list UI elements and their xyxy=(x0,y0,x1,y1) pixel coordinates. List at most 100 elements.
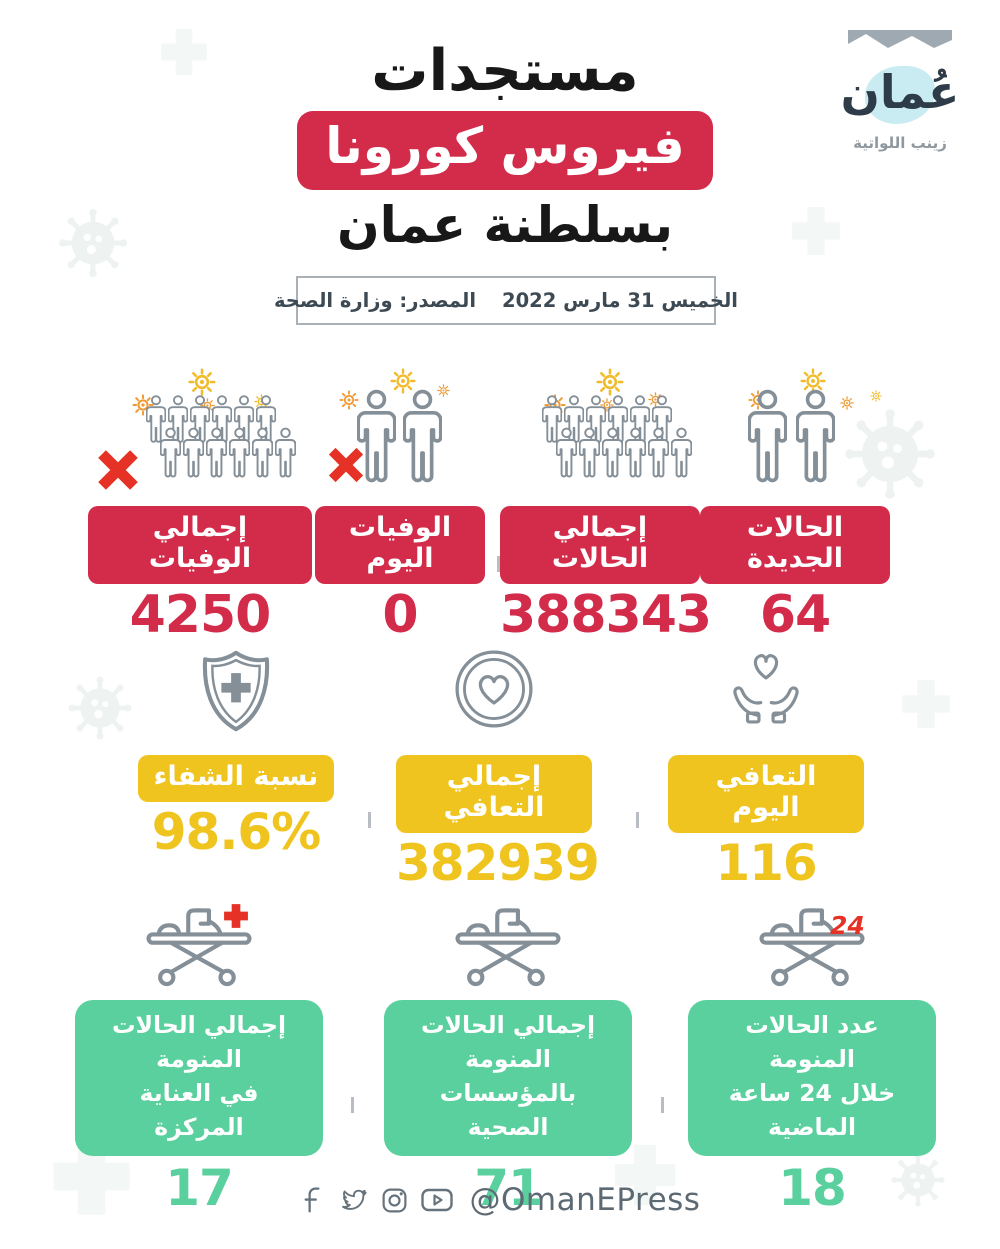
stat-label-line1: إجمالي الحالات المنومة xyxy=(111,1011,287,1074)
24h-badge: 24 xyxy=(830,911,865,940)
mountain-icon xyxy=(848,30,952,48)
date-text: الخميس 31 مارس 2022 xyxy=(502,289,738,312)
people-pair-row xyxy=(748,388,835,484)
person-icon xyxy=(579,426,600,479)
stat-label: التعافي اليوم xyxy=(668,755,864,834)
person-icon xyxy=(229,426,250,479)
stat-hospitalized-cases: إجمالي الحالات المنومة بالمؤسسات الصحية 7… xyxy=(384,895,632,1215)
person-icon xyxy=(160,426,181,479)
stat-label: عدد الحالات المنومة خلال 24 ساعة الماضية xyxy=(688,1000,936,1157)
stat-label: إجمالي التعافي xyxy=(396,755,592,834)
plus-deco-icon xyxy=(159,27,209,77)
divider xyxy=(368,812,371,828)
stat-label-line1: إجمالي الحالات المنومة xyxy=(420,1011,596,1074)
person-icon xyxy=(183,426,204,479)
newspaper-logo: عُمان زينب اللواتية xyxy=(833,30,967,152)
facebook-icon[interactable] xyxy=(300,1186,328,1214)
stat-value: 98.6% xyxy=(151,803,321,862)
person-icon xyxy=(796,388,835,484)
title-line-2-highlight: فيروس كورونا xyxy=(297,110,713,190)
person-icon xyxy=(275,426,296,479)
recovery-rate-icon-zone xyxy=(131,648,341,755)
stat-total-deaths: إجمالي الوفيات 4250 xyxy=(88,368,312,643)
stat-value: 116 xyxy=(715,834,817,893)
stat-label: الوفيات اليوم xyxy=(315,506,485,585)
person-icon xyxy=(648,426,669,479)
date-source-bar: الخميس 31 مارس 2022 المصدر: وزارة الصحة xyxy=(274,276,738,325)
divider xyxy=(636,812,639,828)
person-icon xyxy=(252,426,273,479)
divider xyxy=(661,1097,664,1113)
social-handle[interactable]: @OmanEPress xyxy=(469,1182,701,1218)
person-icon xyxy=(602,426,623,479)
person-icon xyxy=(748,388,787,484)
stat-hospitalized-24h: 24 عدد الحالات المنومة خلال 24 ساعة الماض… xyxy=(688,895,936,1215)
person-icon xyxy=(403,388,442,484)
stat-label: الحالات الجديدة xyxy=(700,506,890,585)
stat-value: 71 xyxy=(474,1159,543,1218)
hands-heart-icon xyxy=(722,648,810,729)
person-icon xyxy=(556,426,577,479)
source-text: المصدر: وزارة الصحة xyxy=(273,289,477,312)
recovered-today-icon-zone xyxy=(668,648,864,755)
stat-value: 0 xyxy=(382,585,418,646)
death-x-icon xyxy=(96,448,140,492)
stat-value: 382939 xyxy=(396,834,600,893)
logo-brand: عُمان xyxy=(833,52,967,132)
virus-spark-icon xyxy=(188,368,216,396)
plus-deco-icon xyxy=(790,205,842,257)
stat-icu-cases: إجمالي الحالات المنومة في العناية المركزة… xyxy=(75,895,323,1215)
stat-label-line2: خلال 24 ساعة الماضية xyxy=(728,1079,896,1142)
stat-label-line2: في العناية المركزة xyxy=(139,1079,259,1142)
death-x-icon xyxy=(327,446,365,484)
stat-recovered-today: التعافي اليوم 116 xyxy=(668,648,864,890)
stat-value: 388343 xyxy=(500,585,712,646)
total-cases-icon-zone xyxy=(500,368,700,506)
stat-label: إجمالي الحالات المنومة في العناية المركزة xyxy=(75,1000,323,1157)
stat-label: إجمالي الوفيات xyxy=(88,506,312,585)
hospitalized-icon-zone xyxy=(384,895,632,1000)
logo-byline: زينب اللواتية xyxy=(853,134,947,152)
shield-cross-icon xyxy=(197,648,275,734)
person-icon xyxy=(671,426,692,479)
icu-cases-icon-zone xyxy=(75,895,323,1000)
youtube-icon[interactable] xyxy=(420,1186,454,1214)
instagram-icon[interactable] xyxy=(380,1186,409,1215)
stat-new-cases: الحالات الجديدة 64 xyxy=(700,368,890,643)
title-line-1: مستجدات xyxy=(371,38,639,104)
title-line-3: بسلطنة عمان xyxy=(336,195,674,254)
virus-deco-icon xyxy=(52,202,134,284)
stat-label: إجمالي الحالات المنومة بالمؤسسات الصحية xyxy=(384,1000,632,1157)
stat-total-cases: إجمالي الحالات 388343 xyxy=(500,368,712,646)
hospitalized-24h-icon-zone: 24 xyxy=(688,895,936,1000)
stat-value: 17 xyxy=(165,1159,234,1218)
plus-deco-icon xyxy=(900,678,952,730)
stat-total-recovered: إجمالي التعافي 382939 xyxy=(396,648,600,893)
virus-deco-icon xyxy=(62,670,138,746)
footer-social-bar: @OmanEPress xyxy=(0,1176,1000,1224)
twitter-icon[interactable] xyxy=(339,1185,369,1215)
virus-spark-icon xyxy=(339,390,359,410)
people-group-row xyxy=(160,426,296,479)
virus-spark-icon xyxy=(870,390,882,402)
person-icon xyxy=(206,426,227,479)
stat-recovery-rate: نسبة الشفاء 98.6% xyxy=(131,648,341,859)
total-recovered-icon-zone xyxy=(396,648,592,755)
people-pair-row xyxy=(357,388,442,484)
deaths-today-icon-zone xyxy=(315,368,485,506)
divider xyxy=(351,1097,354,1113)
virus-spark-icon xyxy=(596,368,624,396)
person-icon xyxy=(625,426,646,479)
people-group-row xyxy=(556,426,692,479)
stat-label: نسبة الشفاء xyxy=(137,755,335,803)
stat-label-line2: بالمؤسسات الصحية xyxy=(439,1079,577,1142)
stat-value: 4250 xyxy=(129,585,272,646)
title-block: مستجدات فيروس كورونا بسلطنة عمان xyxy=(250,40,760,253)
stretcher-icon xyxy=(450,903,566,989)
stat-value: 18 xyxy=(778,1159,847,1218)
stat-deaths-today: الوفيات اليوم 0 xyxy=(315,368,485,643)
divider xyxy=(497,556,500,572)
logo-brand-text: عُمان xyxy=(840,65,960,119)
total-deaths-icon-zone xyxy=(88,368,312,506)
